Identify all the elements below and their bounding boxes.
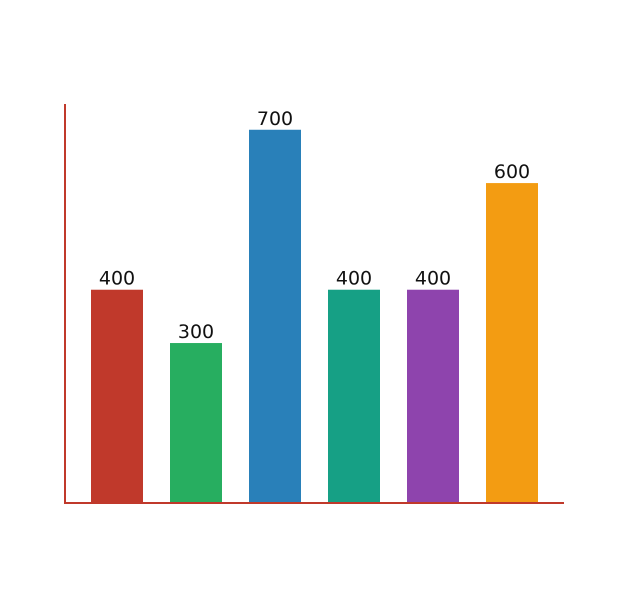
bar-3 — [249, 129, 301, 503]
bar-4 — [328, 289, 380, 503]
bar-2 — [170, 343, 222, 503]
bars-group — [91, 129, 538, 503]
bar-value-label-5: 400 — [415, 268, 451, 290]
bar-1 — [91, 289, 143, 503]
bar-value-label-6: 600 — [494, 161, 530, 183]
bar-value-label-3: 700 — [257, 108, 293, 130]
bar-value-label-1: 400 — [99, 268, 135, 290]
bar-5 — [407, 289, 459, 503]
bar-value-label-2: 300 — [178, 321, 214, 343]
bar-6 — [486, 183, 538, 503]
value-labels-group: 400 300 700 400 400 600 — [99, 108, 530, 343]
bar-value-label-4: 400 — [336, 268, 372, 290]
